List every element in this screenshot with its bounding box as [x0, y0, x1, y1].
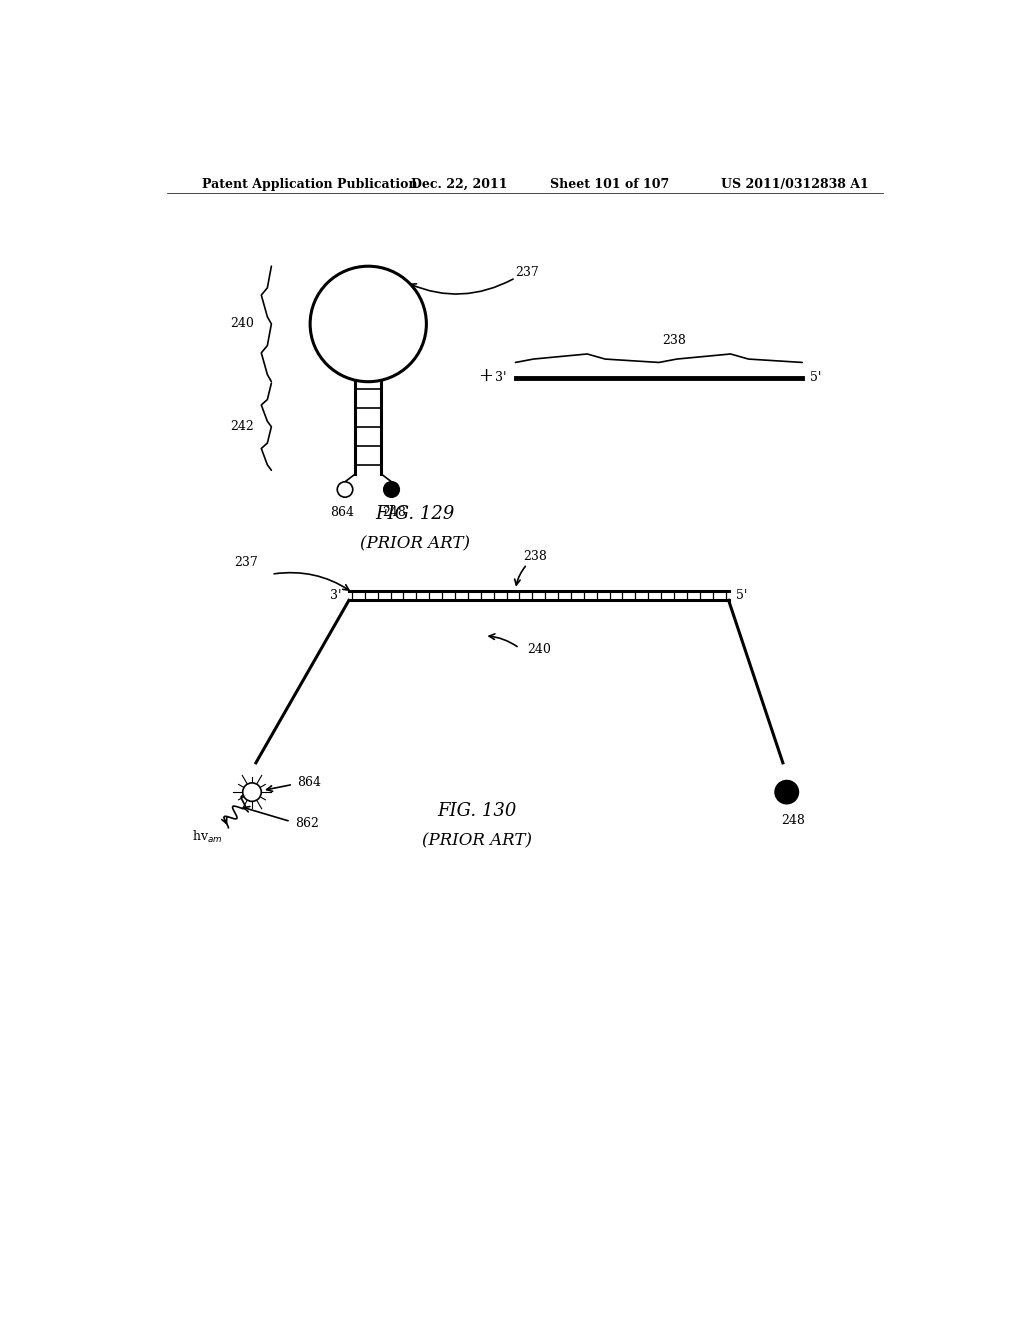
Text: 238: 238 — [523, 549, 547, 562]
Text: hv$_{am}$: hv$_{am}$ — [191, 829, 222, 845]
Text: 237: 237 — [233, 556, 258, 569]
Text: US 2011/0312838 A1: US 2011/0312838 A1 — [721, 178, 868, 190]
Text: Sheet 101 of 107: Sheet 101 of 107 — [550, 178, 670, 190]
Text: Patent Application Publication: Patent Application Publication — [202, 178, 417, 190]
Text: 5': 5' — [810, 371, 821, 384]
Text: Dec. 22, 2011: Dec. 22, 2011 — [411, 178, 507, 190]
Text: +: + — [478, 367, 494, 385]
Text: 864: 864 — [297, 776, 321, 789]
Text: 248: 248 — [383, 507, 407, 520]
Text: (PRIOR ART): (PRIOR ART) — [422, 832, 531, 849]
Text: 248: 248 — [781, 813, 805, 826]
Text: FIG. 130: FIG. 130 — [437, 803, 516, 820]
Text: 862: 862 — [295, 817, 318, 829]
Text: (PRIOR ART): (PRIOR ART) — [359, 535, 470, 552]
Circle shape — [243, 783, 261, 801]
Text: 3': 3' — [330, 589, 341, 602]
Text: 5': 5' — [736, 589, 748, 602]
Circle shape — [337, 482, 352, 498]
Circle shape — [384, 482, 399, 498]
Text: 242: 242 — [230, 420, 254, 433]
Text: 864: 864 — [330, 507, 354, 520]
Text: FIG. 129: FIG. 129 — [375, 506, 455, 523]
Text: 238: 238 — [663, 334, 686, 347]
Text: 240: 240 — [230, 317, 254, 330]
Text: 237: 237 — [515, 265, 540, 279]
Circle shape — [775, 780, 799, 804]
Text: 3': 3' — [495, 371, 506, 384]
Text: 240: 240 — [526, 643, 551, 656]
